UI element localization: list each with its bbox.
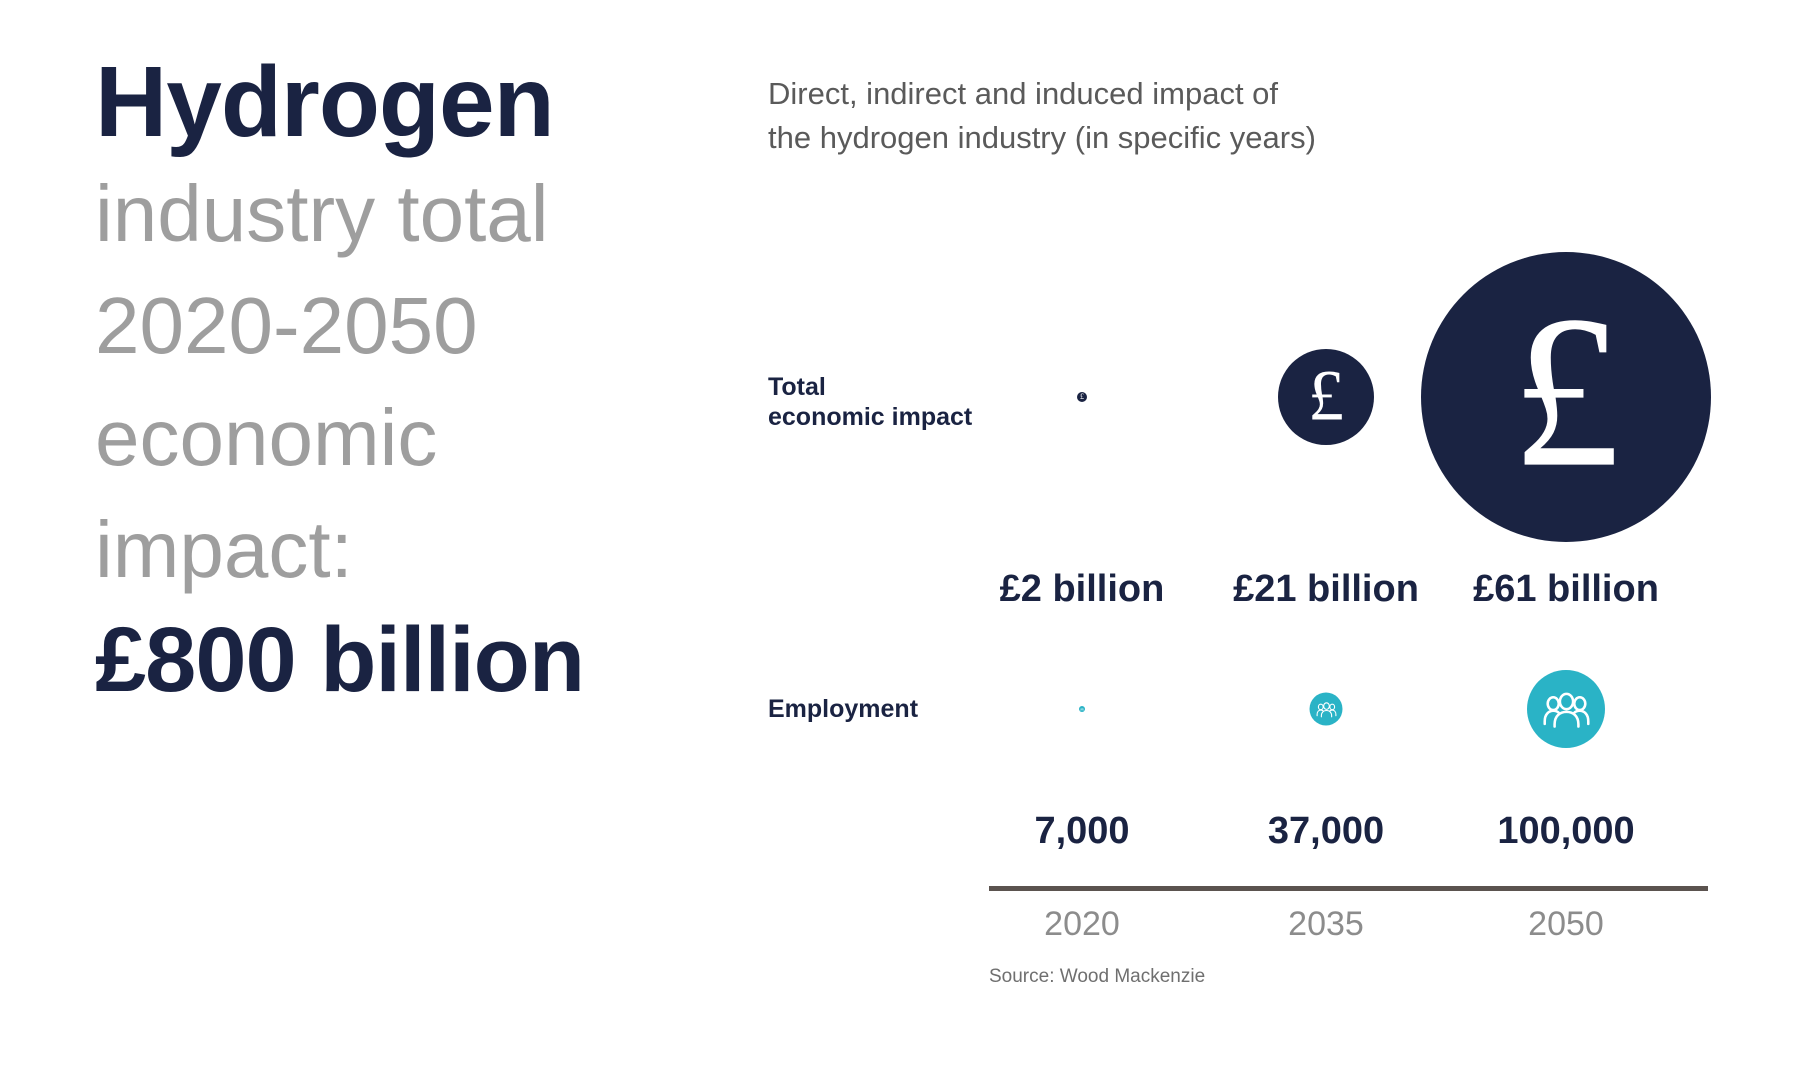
pound-icon: £ [1511,271,1621,513]
row-label-economic-impact: Total economic impact [768,373,973,431]
employment-bubble-2020 [1079,706,1085,712]
source-note: Source: Wood Mackenzie [989,966,1206,987]
x-axis-line [989,886,1708,891]
economic-impact-value-2020: £2 billion [999,568,1165,610]
pound-icon: £ [1308,355,1344,436]
chart-subtitle: Direct, indirect and induced impact of t… [768,72,1316,160]
page-title: Hydrogen [95,46,555,158]
people-icon [1542,692,1590,728]
people-icon [1316,701,1336,717]
employment-value-2020: 7,000 [1034,810,1130,852]
people-icon [1080,707,1084,711]
economic-impact-value-2035: £21 billion [1233,568,1419,610]
headline-highlight: £800 billion [95,609,585,711]
headline-line-2: 2020-2050 [95,281,478,370]
economic-impact-bubble-2035: £ [1278,349,1374,445]
economic-impact-bubble-2020: £ [1077,392,1087,402]
economic-impact-bubble-2050: £ [1421,252,1711,542]
year-label-2035: 2035 [1288,905,1364,943]
headline-block: Hydrogen industry total 2020-2050 econom… [95,46,695,715]
employment-bubble-2035 [1309,692,1343,726]
row-label-employment: Employment [768,695,919,723]
chart-subtitle-line-2: the hydrogen industry (in specific years… [768,120,1316,155]
employment-value-2035: 37,000 [1267,810,1385,852]
headline-line-1: industry total [95,169,549,258]
chart-subtitle-line-1: Direct, indirect and induced impact of [768,76,1279,111]
employment-value-2050: 100,000 [1497,810,1635,852]
pound-icon: £ [1080,391,1084,401]
headline-line-3: economic [95,393,438,482]
economic-impact-value-2050: £61 billion [1473,568,1659,610]
year-label-2050: 2050 [1528,905,1604,943]
year-label-2020: 2020 [1044,905,1120,943]
employment-bubble-2050 [1527,670,1605,748]
headline-line-4: impact: [95,505,353,594]
